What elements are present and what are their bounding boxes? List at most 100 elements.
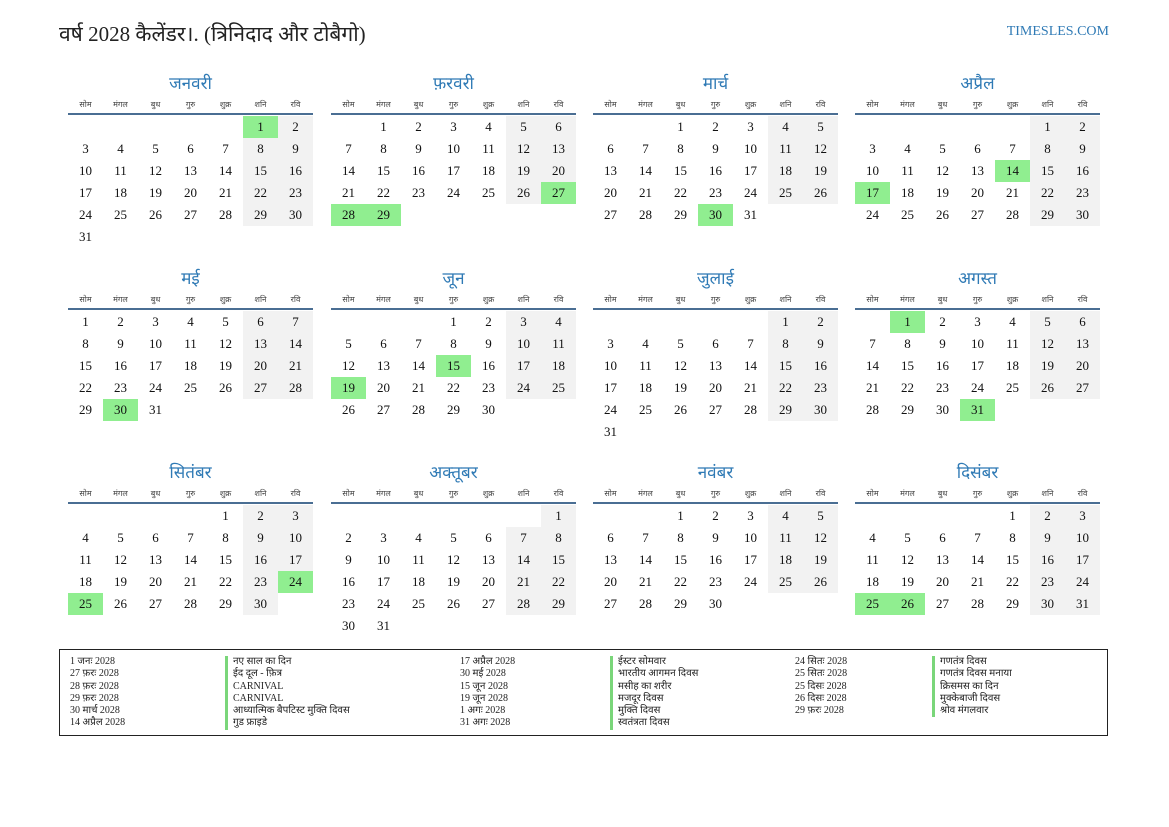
- day-cell: 29: [674, 596, 687, 611]
- weekday-label: शनि: [1041, 489, 1054, 498]
- empty-cell: [855, 116, 890, 138]
- day-grid: 1 2 3 4 5 6 7 8 9 10 11 12 13 14 15 16 17 18 19 20 21 22 23 24 2…: [68, 311, 313, 421]
- day-cell: 3: [974, 314, 981, 329]
- weekday-label: शनि: [254, 489, 267, 498]
- day-cell: 15: [541, 549, 576, 571]
- weekday-label: सोम: [604, 489, 617, 498]
- holiday-name: क्रिसमस का दिन: [940, 680, 999, 692]
- day-cell: 7: [642, 141, 649, 156]
- day-cell: 11: [482, 141, 495, 156]
- day-cell: 26: [803, 182, 838, 204]
- weekday-label: शुक्र: [1006, 489, 1019, 498]
- empty-cell: [628, 116, 663, 138]
- day-cell: 20: [482, 574, 495, 589]
- day-cell: 20: [604, 185, 617, 200]
- day-cell: 13: [541, 138, 576, 160]
- weekday-label: गुरु: [185, 295, 196, 304]
- day-cell: 5: [677, 336, 684, 351]
- day-cell: 13: [482, 552, 495, 567]
- day-cell: 27: [1065, 377, 1100, 399]
- day-cell: 30: [278, 204, 313, 226]
- day-cell: 6: [974, 141, 981, 156]
- day-cell: 11: [1006, 336, 1019, 351]
- empty-cell: [173, 116, 208, 138]
- day-cell: 29: [79, 402, 92, 417]
- weekday-label: गुरु: [972, 489, 983, 498]
- weekday-label: मंगल: [900, 489, 915, 498]
- month-name: सितंबर: [169, 463, 212, 482]
- empty-cell: [401, 505, 436, 527]
- day-cell: 19: [674, 380, 687, 395]
- day-cell: 7: [506, 527, 541, 549]
- day-cell: 29: [901, 402, 914, 417]
- weekday-label: सोम: [79, 295, 92, 304]
- day-cell: 6: [607, 530, 614, 545]
- day-cell: 4: [415, 530, 422, 545]
- weekday-label: बुध: [413, 100, 424, 109]
- weekday-label: मंगल: [900, 100, 915, 109]
- day-cell: 17: [149, 358, 162, 373]
- holiday-name: आध्यात्मिक बैपटिस्ट मुक्ति दिवस: [233, 705, 350, 717]
- day-cell: 25: [1006, 380, 1019, 395]
- day-cell: 3: [278, 505, 313, 527]
- day-cell: 18: [412, 574, 425, 589]
- holiday-name: गुड फ्राइडे: [233, 717, 268, 729]
- day-cell: 4: [187, 314, 194, 329]
- day-cell: 22: [1006, 574, 1019, 589]
- day-cell: 16: [482, 358, 495, 373]
- day-cell: 14: [412, 358, 425, 373]
- weekday-label: शनि: [517, 100, 530, 109]
- day-cell: 13: [184, 163, 197, 178]
- holiday-day-cell: 25: [855, 593, 890, 615]
- holiday-date: 17 अप्रैल 2028: [460, 656, 516, 667]
- holiday-name: ईद दूल - फ़ित्र: [233, 668, 282, 680]
- month-name: मई: [181, 269, 200, 288]
- holiday-date: 30 मार्च 2028: [70, 705, 120, 717]
- day-cell: 7: [1009, 141, 1016, 156]
- day-cell: 9: [243, 527, 278, 549]
- day-cell: 2: [278, 116, 313, 138]
- day-cell: 5: [1030, 311, 1065, 333]
- weekday-label: बुध: [150, 100, 161, 109]
- day-cell: 1: [768, 311, 803, 333]
- weekday-label: रवि: [815, 295, 826, 304]
- weekday-label: बुध: [675, 295, 686, 304]
- day-cell: 19: [149, 185, 162, 200]
- weekday-label: बुध: [150, 489, 161, 498]
- day-cell: 4: [117, 141, 124, 156]
- empty-cell: [593, 116, 628, 138]
- day-cell: 3: [506, 311, 541, 333]
- day-cell: 22: [79, 380, 92, 395]
- month-3: मार्च सोम मंगल बुध गुरु शुक्र शनि रवि 1 2 3 4 5 6 7 8 9 1…: [593, 73, 838, 226]
- weekday-label: रवि: [553, 100, 564, 109]
- day-cell: 26: [674, 402, 687, 417]
- day-cell: 9: [1030, 527, 1065, 549]
- month-9: सितंबर सोम मंगल बुध गुरु शुक्र शनि रवि 1 2 3 4 5 6 7 8 9…: [68, 462, 313, 615]
- empty-cell: [925, 116, 960, 138]
- day-cell: 5: [939, 141, 946, 156]
- day-cell: 15: [219, 552, 232, 567]
- day-cell: 11: [541, 333, 576, 355]
- day-cell: 20: [184, 185, 197, 200]
- empty-cell: [331, 116, 366, 138]
- day-cell: 21: [342, 185, 355, 200]
- empty-cell: [103, 116, 138, 138]
- day-cell: 29: [1030, 204, 1065, 226]
- weekday-label: रवि: [290, 295, 301, 304]
- day-cell: 25: [901, 207, 914, 222]
- holiday-date: 27 फ़रः 2028: [70, 668, 119, 680]
- site-link[interactable]: TIMESLES.COM: [1006, 24, 1109, 39]
- day-cell: 7: [345, 141, 352, 156]
- day-cell: 9: [803, 333, 838, 355]
- empty-cell: [733, 311, 768, 333]
- weekday-label: मंगल: [113, 100, 128, 109]
- day-grid: 1 2 3 4 5 6 7 8 9 10 11 12 13 14 15 16 17 18 19 20 21 22 23 24 2…: [593, 505, 838, 615]
- empty-cell: [506, 505, 541, 527]
- day-cell: 31: [1065, 593, 1100, 615]
- day-cell: 5: [506, 116, 541, 138]
- day-cell: 8: [904, 336, 911, 351]
- weekday-label: बुध: [150, 295, 161, 304]
- day-cell: 10: [447, 141, 460, 156]
- day-cell: 13: [936, 552, 949, 567]
- day-cell: 22: [674, 185, 687, 200]
